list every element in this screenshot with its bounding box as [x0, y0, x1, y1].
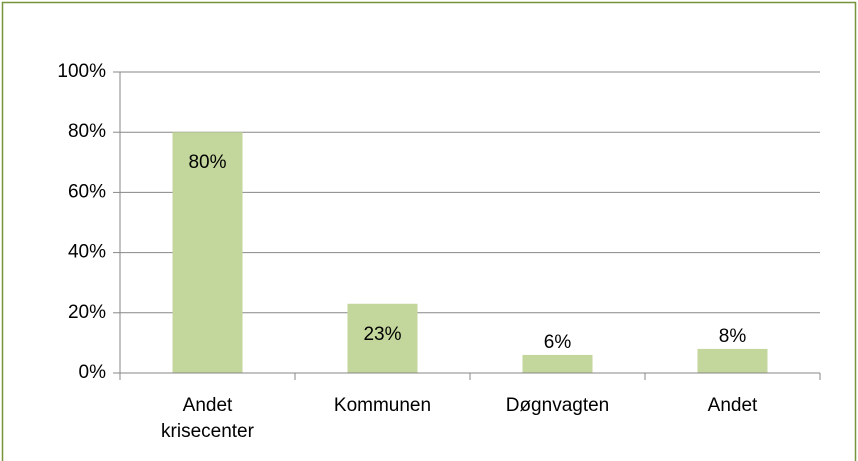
bar — [522, 354, 593, 373]
y-tick-label: 100% — [57, 61, 106, 82]
data-label: 8% — [719, 326, 747, 347]
y-tick-label: 40% — [68, 242, 106, 263]
y-tick-label: 60% — [68, 181, 106, 202]
bar — [172, 132, 243, 373]
y-tick-label: 80% — [68, 121, 106, 142]
y-tick-label: 20% — [68, 302, 106, 323]
x-tick-label: Andet krisecenter — [161, 395, 254, 442]
bar — [697, 348, 768, 373]
x-tick-label: Døgnvagten — [505, 395, 610, 416]
y-tick-label: 0% — [79, 362, 107, 383]
x-tick-label: Andet — [707, 395, 758, 416]
data-label: 80% — [188, 152, 226, 173]
x-tick-label: Kommunen — [333, 395, 432, 416]
data-label: 6% — [544, 332, 572, 353]
bar — [347, 303, 418, 373]
data-label: 23% — [363, 324, 401, 345]
